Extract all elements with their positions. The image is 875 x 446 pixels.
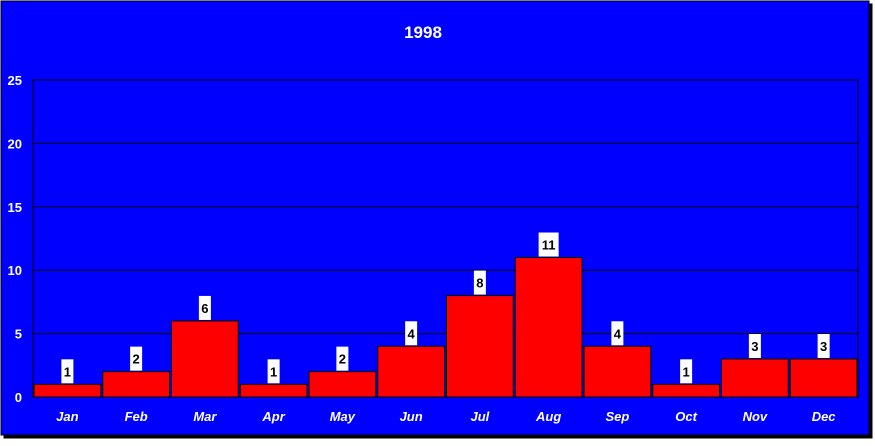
data-label: 8 (476, 276, 483, 291)
data-label-box (198, 295, 211, 320)
x-tick-label: Jun (400, 409, 423, 424)
plot-area-border (32, 79, 859, 398)
x-tick-label: Mar (193, 409, 217, 424)
bar-may (308, 371, 377, 398)
data-label: 1 (64, 364, 71, 379)
y-tick-label: 0 (15, 390, 22, 405)
y-tick-label: 5 (15, 327, 22, 342)
bar-nov (721, 358, 789, 398)
bar-feb (102, 371, 170, 398)
x-tick-label: Sep (605, 409, 629, 424)
bar-jun (377, 345, 445, 398)
plot-area: 05101520251Jan2Feb6Mar1Apr2May4Jun8Jul11… (8, 73, 859, 424)
x-tick-label: Dec (812, 409, 837, 424)
y-tick-label: 10 (8, 263, 22, 278)
data-label-box (748, 333, 761, 358)
bar-oct (652, 383, 720, 398)
data-label-box (405, 321, 418, 346)
data-label-box (538, 232, 559, 257)
y-tick-label: 15 (8, 200, 22, 215)
x-tick-label: Jan (56, 409, 78, 424)
x-tick-label: Oct (675, 409, 697, 424)
y-tick-label: 20 (8, 136, 22, 151)
data-label: 11 (542, 238, 556, 253)
bar-apr (239, 383, 308, 398)
data-label: 1 (683, 364, 690, 379)
data-label-box (473, 270, 486, 295)
bar-jul (446, 295, 514, 398)
bar-dec (789, 358, 858, 398)
data-label: 2 (133, 352, 140, 367)
data-label-box (680, 359, 693, 384)
x-tick-label: Aug (535, 409, 561, 424)
bar-aug (514, 257, 583, 398)
data-label: 3 (820, 339, 827, 354)
x-tick-label: Nov (743, 409, 768, 424)
data-label: 6 (201, 301, 208, 316)
data-label: 2 (339, 352, 346, 367)
x-tick-label: Apr (261, 409, 285, 424)
data-label-box (267, 359, 280, 384)
y-tick-label: 25 (8, 73, 22, 88)
bar-sep (583, 345, 652, 398)
data-label: 3 (751, 339, 758, 354)
chart-title: 1998 (404, 23, 442, 42)
x-tick-label: May (330, 409, 356, 424)
x-tick-label: Feb (125, 409, 148, 424)
data-label: 1 (270, 364, 277, 379)
data-label-box (817, 333, 830, 358)
data-label-box (336, 346, 349, 371)
bar-mar (171, 320, 239, 398)
data-label-box (611, 321, 624, 346)
data-label: 4 (614, 326, 622, 341)
bar-jan (33, 383, 102, 398)
data-label: 4 (408, 326, 416, 341)
data-label-box (130, 346, 143, 371)
data-label-box (61, 359, 74, 384)
x-tick-label: Jul (470, 409, 489, 424)
